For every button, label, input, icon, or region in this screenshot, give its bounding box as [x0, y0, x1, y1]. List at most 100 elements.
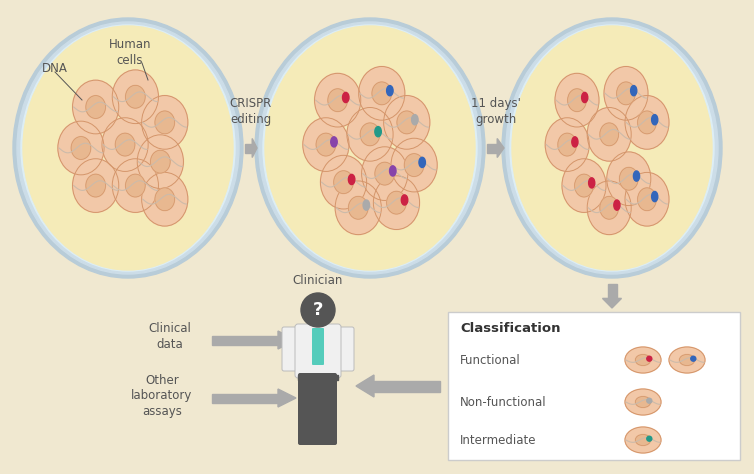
Text: Clinician: Clinician: [293, 274, 343, 287]
Ellipse shape: [587, 181, 631, 235]
Ellipse shape: [72, 159, 119, 212]
Polygon shape: [278, 389, 296, 407]
Ellipse shape: [21, 25, 235, 271]
Ellipse shape: [391, 138, 437, 192]
Ellipse shape: [607, 152, 651, 206]
Ellipse shape: [17, 22, 239, 274]
Ellipse shape: [320, 155, 366, 209]
Text: Other
laboratory
assays: Other laboratory assays: [131, 374, 193, 419]
Ellipse shape: [651, 115, 657, 125]
Ellipse shape: [384, 96, 430, 149]
Ellipse shape: [137, 135, 183, 189]
FancyBboxPatch shape: [335, 327, 354, 371]
Ellipse shape: [397, 111, 416, 134]
Ellipse shape: [58, 121, 104, 175]
Ellipse shape: [13, 18, 243, 278]
Ellipse shape: [342, 92, 349, 102]
Ellipse shape: [600, 123, 618, 146]
Bar: [608, 284, 617, 299]
Bar: [245, 144, 252, 153]
Ellipse shape: [647, 436, 651, 441]
Ellipse shape: [23, 26, 233, 270]
Ellipse shape: [625, 347, 661, 373]
Text: CRISPR
editing: CRISPR editing: [230, 97, 272, 126]
Polygon shape: [278, 331, 296, 349]
Ellipse shape: [347, 108, 393, 161]
Ellipse shape: [636, 396, 651, 408]
Polygon shape: [356, 375, 374, 397]
Text: DNA: DNA: [42, 62, 68, 74]
Bar: [487, 144, 497, 153]
Ellipse shape: [373, 176, 419, 229]
Ellipse shape: [604, 66, 648, 120]
Ellipse shape: [572, 137, 578, 147]
Ellipse shape: [568, 89, 587, 111]
Ellipse shape: [265, 26, 475, 270]
Ellipse shape: [625, 389, 661, 415]
FancyBboxPatch shape: [298, 373, 337, 445]
Ellipse shape: [636, 435, 651, 446]
Text: Functional: Functional: [460, 354, 521, 366]
Ellipse shape: [259, 22, 481, 274]
Bar: [298, 375, 338, 380]
Ellipse shape: [617, 82, 636, 105]
Ellipse shape: [510, 25, 714, 271]
Ellipse shape: [348, 196, 368, 219]
Ellipse shape: [86, 96, 106, 118]
Ellipse shape: [375, 162, 394, 185]
Ellipse shape: [647, 398, 651, 403]
Ellipse shape: [562, 159, 606, 212]
Ellipse shape: [263, 25, 477, 271]
Ellipse shape: [630, 86, 637, 96]
Ellipse shape: [387, 86, 393, 96]
Ellipse shape: [638, 188, 656, 210]
Ellipse shape: [115, 133, 135, 156]
Ellipse shape: [375, 127, 382, 137]
Ellipse shape: [506, 22, 718, 274]
Bar: [212, 393, 278, 402]
Ellipse shape: [125, 174, 146, 197]
Polygon shape: [252, 138, 257, 157]
Ellipse shape: [390, 166, 396, 176]
Ellipse shape: [331, 137, 337, 147]
Ellipse shape: [638, 111, 656, 134]
Ellipse shape: [412, 115, 418, 125]
Ellipse shape: [633, 171, 639, 181]
Ellipse shape: [142, 96, 188, 149]
Ellipse shape: [401, 195, 408, 205]
Ellipse shape: [669, 347, 705, 373]
Ellipse shape: [620, 167, 638, 190]
Ellipse shape: [625, 96, 669, 149]
Ellipse shape: [651, 191, 657, 201]
Ellipse shape: [419, 157, 425, 167]
Ellipse shape: [387, 191, 406, 214]
Ellipse shape: [502, 18, 722, 278]
Text: Non-functional: Non-functional: [460, 395, 547, 409]
Ellipse shape: [404, 154, 424, 176]
Ellipse shape: [71, 137, 90, 159]
Ellipse shape: [86, 174, 106, 197]
Ellipse shape: [112, 159, 158, 212]
Ellipse shape: [112, 70, 158, 124]
Ellipse shape: [614, 200, 620, 210]
Ellipse shape: [372, 82, 391, 105]
Ellipse shape: [314, 73, 360, 127]
Text: Intermediate: Intermediate: [460, 434, 537, 447]
Ellipse shape: [359, 66, 405, 120]
Ellipse shape: [587, 108, 631, 161]
Bar: [374, 381, 440, 392]
Ellipse shape: [72, 80, 119, 134]
Ellipse shape: [102, 118, 148, 172]
Ellipse shape: [362, 147, 408, 201]
FancyBboxPatch shape: [295, 324, 341, 378]
Polygon shape: [497, 138, 504, 157]
Ellipse shape: [636, 355, 651, 365]
Ellipse shape: [625, 173, 669, 226]
Ellipse shape: [151, 150, 170, 173]
Text: 11 days'
growth: 11 days' growth: [470, 97, 520, 126]
Ellipse shape: [348, 174, 355, 184]
Ellipse shape: [555, 73, 599, 127]
Ellipse shape: [303, 118, 349, 172]
Ellipse shape: [334, 171, 354, 193]
Polygon shape: [602, 299, 621, 308]
